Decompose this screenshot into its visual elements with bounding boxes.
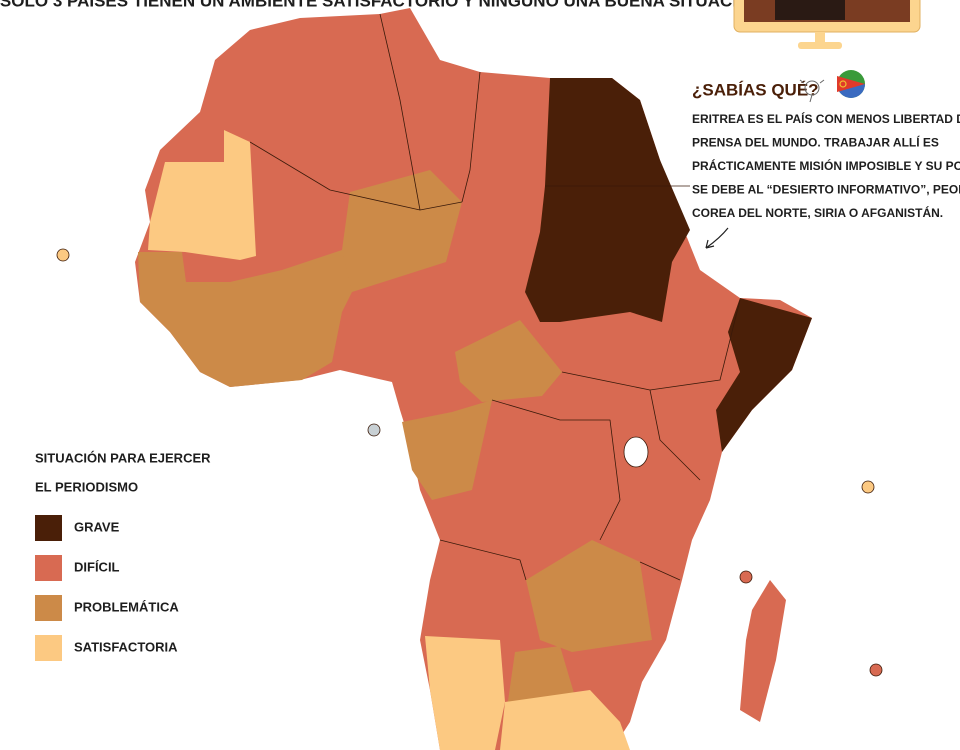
fact-heading: ¿SABÍAS QUÉ?: [692, 80, 819, 99]
country-region: [342, 170, 462, 292]
border: [461, 71, 481, 203]
island: [56, 248, 70, 262]
legend-label: DIFÍCIL: [74, 559, 120, 574]
country-region: [455, 320, 562, 402]
country-region: [500, 690, 630, 750]
country-region: [716, 298, 812, 452]
monitor-illustration: [733, 0, 921, 49]
legend-label: GRAVE: [74, 519, 120, 534]
island: [869, 663, 883, 677]
eritrea-flag: [837, 70, 865, 98]
fact-line: PRENSA DEL MUNDO. TRABAJAR ALLÍ ES: [692, 135, 939, 150]
legend-title: EL PERIODISMO: [35, 479, 138, 494]
fact-box: ¿SABÍAS QUÉ? ERITREA ES EL PAÍS CON MENO…: [692, 70, 960, 249]
legend-label: PROBLEMÁTICA: [74, 599, 179, 614]
legend-swatch: [35, 635, 62, 661]
border: [639, 561, 681, 581]
island: [367, 423, 381, 437]
country-region: [740, 580, 786, 722]
legend-swatch: [35, 595, 62, 621]
border: [439, 539, 527, 581]
legend-label: SATISFACTORIA: [74, 639, 178, 654]
country-region: [525, 78, 690, 322]
border: [379, 13, 421, 211]
border: [491, 399, 621, 541]
island: [739, 570, 753, 584]
legend-title: SITUACIÓN PARA EJERCER: [35, 450, 211, 465]
island: [861, 480, 875, 494]
country-region: [402, 400, 492, 500]
fact-line: ERITREA ES EL PAÍS CON MENOS LIBERTAD DE: [692, 111, 960, 126]
lake: [623, 436, 649, 468]
border: [249, 141, 463, 211]
legend-swatch: [35, 515, 62, 541]
page-title: TAN SOLO 3 PAÍSES TIENEN UN AMBIENTE SAT…: [0, 0, 762, 10]
country-region: [425, 636, 505, 750]
fact-line: SE DEBE AL “DESIERTO INFORMATIVO”, PEOR …: [692, 183, 960, 197]
border: [561, 299, 741, 391]
country-region: [526, 540, 652, 652]
bulb-icon: [799, 79, 825, 103]
country-region: [148, 130, 256, 260]
fact-line: COREA DEL NORTE, SIRIA O AFGANISTÁN.: [692, 205, 943, 220]
border: [649, 389, 701, 481]
legend-swatch: [35, 555, 62, 581]
fact-line: PRÁCTICAMENTE MISIÓN IMPOSIBLE Y SU POSI…: [692, 158, 960, 173]
country-region: [138, 250, 362, 387]
arrow: [705, 227, 729, 249]
legend: SITUACIÓN PARA EJERCER EL PERIODISMO GRAVE…: [15, 432, 290, 682]
africa-map: [56, 8, 883, 750]
